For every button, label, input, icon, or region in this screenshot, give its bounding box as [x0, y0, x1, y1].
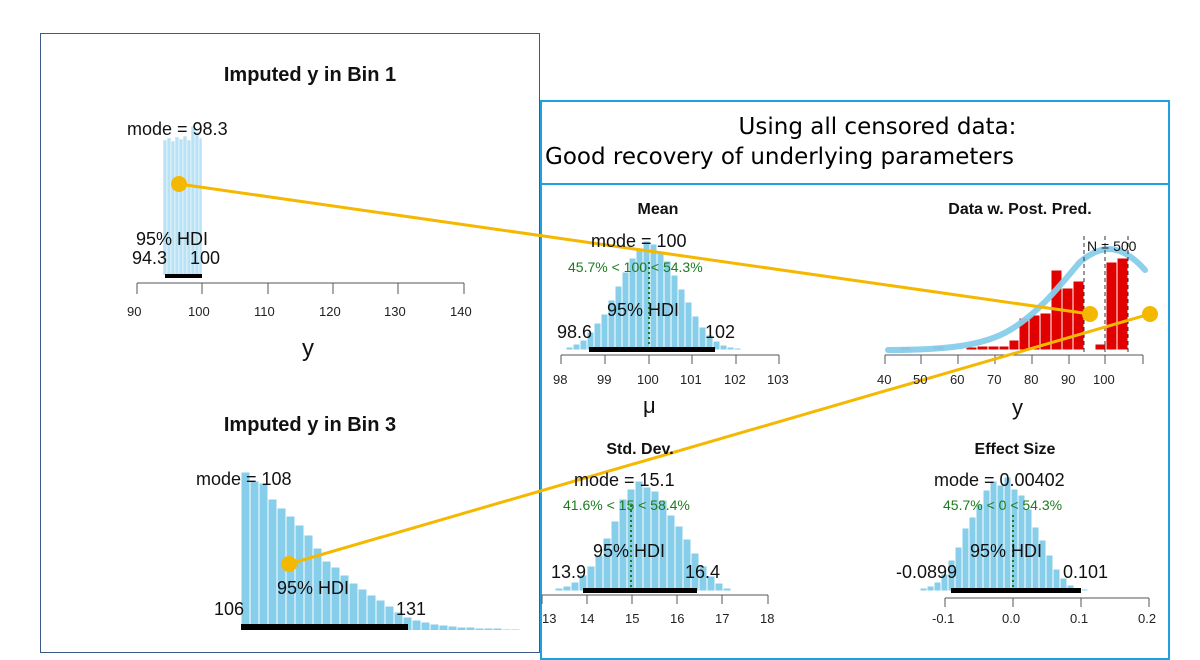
bin1-tick-4: 130 — [384, 304, 406, 319]
ppc-tick-0: 40 — [877, 372, 892, 387]
heading-line-1: Using all censored data: — [738, 114, 1017, 140]
bin3-hdi-bar — [241, 624, 408, 630]
bin1-title: Imputed y in Bin 1 — [223, 64, 397, 86]
mean-hdi-label: 95% HDI — [607, 300, 680, 320]
slide-heading: Using all censored data: Good recovery o… — [545, 112, 1165, 172]
ppc-tick-3: 70 — [987, 372, 1002, 387]
effect-x-axis — [944, 597, 1150, 607]
bin3-hdi-high: 131 — [396, 599, 427, 619]
bin1-x-axis — [136, 282, 465, 294]
header-divider — [540, 183, 1170, 185]
mean-tick-3: 101 — [680, 372, 702, 387]
effect-tick-0: -0.1 — [932, 611, 955, 626]
bin3-mode-label: mode = 108 — [196, 469, 292, 489]
ppc-tick-4: 80 — [1024, 372, 1039, 387]
chart-graphics — [136, 125, 1158, 630]
ppc-x-axis — [884, 354, 1144, 364]
sd-hdi-bar — [583, 588, 697, 593]
sd-tick-5: 18 — [760, 611, 775, 626]
effect-hdi-low: -0.0899 — [896, 562, 958, 582]
bin3-histogram — [240, 471, 521, 630]
bin1-hdi-low: 94.3 — [132, 248, 168, 268]
sd-tick-2: 15 — [625, 611, 640, 626]
effect-tick-2: 0.1 — [1070, 611, 1089, 626]
mean-hdi-low: 98.6 — [557, 322, 593, 342]
sd-tick-0: 13 — [542, 611, 557, 626]
bin1-hdi-bar — [165, 274, 202, 278]
bin3-hdi-low: 106 — [214, 599, 245, 619]
sd-hdi-label: 95% HDI — [593, 541, 666, 561]
ppc-tick-2: 60 — [950, 372, 965, 387]
effect-hdi-bar — [951, 588, 1081, 593]
sd-title: Std. Dev. — [606, 441, 674, 458]
sd-credible-text: 41.6% < 15 < 58.4% — [563, 497, 690, 513]
heading-line-2: Good recovery of underlying parameters — [545, 144, 1014, 170]
mean-mode-label: mode = 100 — [591, 231, 687, 251]
bin1-tick-3: 120 — [319, 304, 341, 319]
effect-hdi-label: 95% HDI — [970, 541, 1043, 561]
ppc-posterior-curves — [885, 246, 1148, 353]
mean-tick-5: 103 — [767, 372, 789, 387]
mean-x-label: μ — [643, 393, 656, 418]
mean-x-axis — [560, 354, 780, 364]
bin1-hdi-high: 100 — [190, 248, 221, 268]
effect-credible-text: 45.7% < 0 < 54.3% — [943, 497, 1063, 513]
ppc-n-label: N = 500 — [1087, 238, 1137, 254]
bin3-hdi-label: 95% HDI — [277, 578, 350, 598]
bin1-hdi-label: 95% HDI — [136, 229, 209, 249]
sd-hdi-low: 13.9 — [551, 562, 587, 582]
effect-hdi-high: 0.101 — [1063, 562, 1109, 582]
mean-hdi-bar — [589, 347, 715, 352]
mean-tick-1: 99 — [597, 372, 612, 387]
bin1-tick-2: 110 — [254, 304, 275, 319]
mean-tick-0: 98 — [553, 372, 568, 387]
sd-hdi-high: 16.4 — [685, 562, 721, 582]
effect-tick-1: 0.0 — [1002, 611, 1021, 626]
sd-tick-4: 17 — [715, 611, 730, 626]
mean-histogram — [565, 240, 742, 351]
bin1-x-label: y — [302, 335, 314, 362]
sd-x-axis — [541, 594, 769, 604]
bin1-tick-0: 90 — [127, 304, 142, 319]
mean-tick-4: 102 — [724, 372, 746, 387]
connector-lines — [171, 176, 1158, 572]
ppc-x-label: y — [1012, 395, 1023, 420]
mean-hdi-high: 102 — [705, 322, 736, 342]
bin1-tick-5: 140 — [450, 304, 472, 319]
bin1-tick-1: 100 — [188, 304, 210, 319]
ppc-tick-6: 100 — [1093, 372, 1115, 387]
ppc-tick-5: 90 — [1061, 372, 1076, 387]
mean-tick-2: 100 — [637, 372, 659, 387]
ppc-title: Data w. Post. Pred. — [948, 201, 1092, 218]
effect-tick-3: 0.2 — [1138, 611, 1157, 626]
sd-tick-3: 16 — [670, 611, 685, 626]
effect-mode-label: mode = 0.00402 — [934, 470, 1065, 490]
sd-tick-1: 14 — [580, 611, 595, 626]
mean-title: Mean — [637, 201, 679, 218]
bin1-mode-label: mode = 98.3 — [127, 119, 228, 139]
ppc-tick-1: 50 — [913, 372, 928, 387]
mean-credible-text: 45.7% < 100 < 54.3% — [568, 259, 703, 275]
ppc-censor-lines — [1083, 236, 1129, 355]
bin3-title: Imputed y in Bin 3 — [223, 414, 397, 436]
effect-title: Effect Size — [974, 441, 1056, 458]
sd-mode-label: mode = 15.1 — [574, 470, 675, 490]
